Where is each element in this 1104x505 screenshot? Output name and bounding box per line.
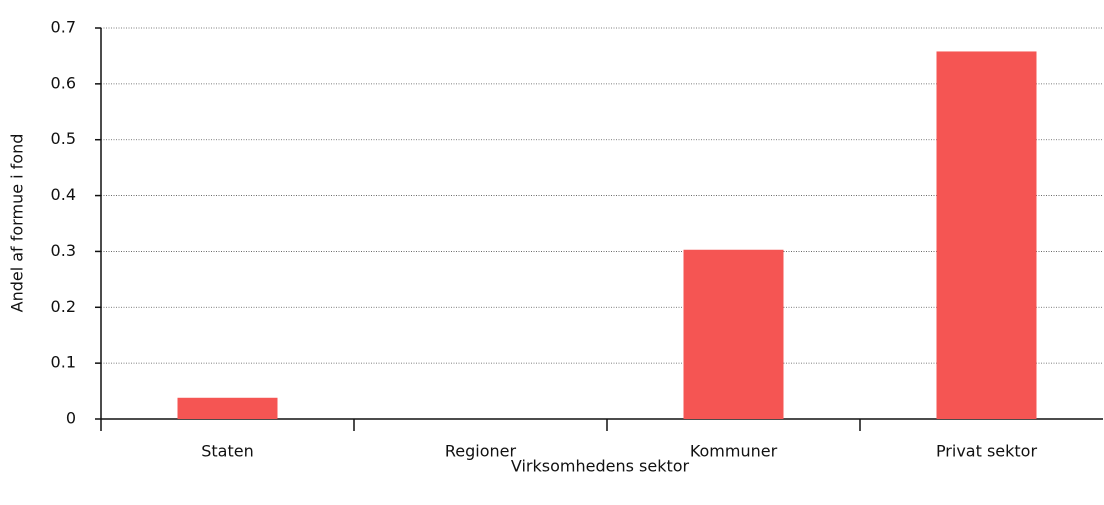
y-tick-label: 0.1 bbox=[51, 353, 76, 372]
x-axis-label: Virksomhedens sektor bbox=[511, 457, 690, 476]
y-tick-label: 0.5 bbox=[51, 129, 76, 148]
y-tick-label: 0.4 bbox=[51, 185, 76, 204]
bar bbox=[177, 397, 278, 419]
x-tick-label: Regioner bbox=[445, 442, 517, 461]
x-tick-label: Staten bbox=[201, 442, 254, 461]
y-tick-label: 0.6 bbox=[51, 73, 76, 92]
y-tick-label: 0.7 bbox=[51, 18, 76, 37]
x-tick-label: Kommuner bbox=[690, 442, 778, 461]
x-tick-label: Privat sektor bbox=[936, 442, 1038, 461]
y-tick-label: 0 bbox=[66, 409, 76, 428]
y-axis-label: Andel af formue i fond bbox=[8, 134, 27, 313]
y-tick-label: 0.3 bbox=[51, 241, 76, 260]
y-tick-label: 0.2 bbox=[51, 297, 76, 316]
bar bbox=[936, 51, 1037, 420]
bar bbox=[683, 249, 784, 419]
